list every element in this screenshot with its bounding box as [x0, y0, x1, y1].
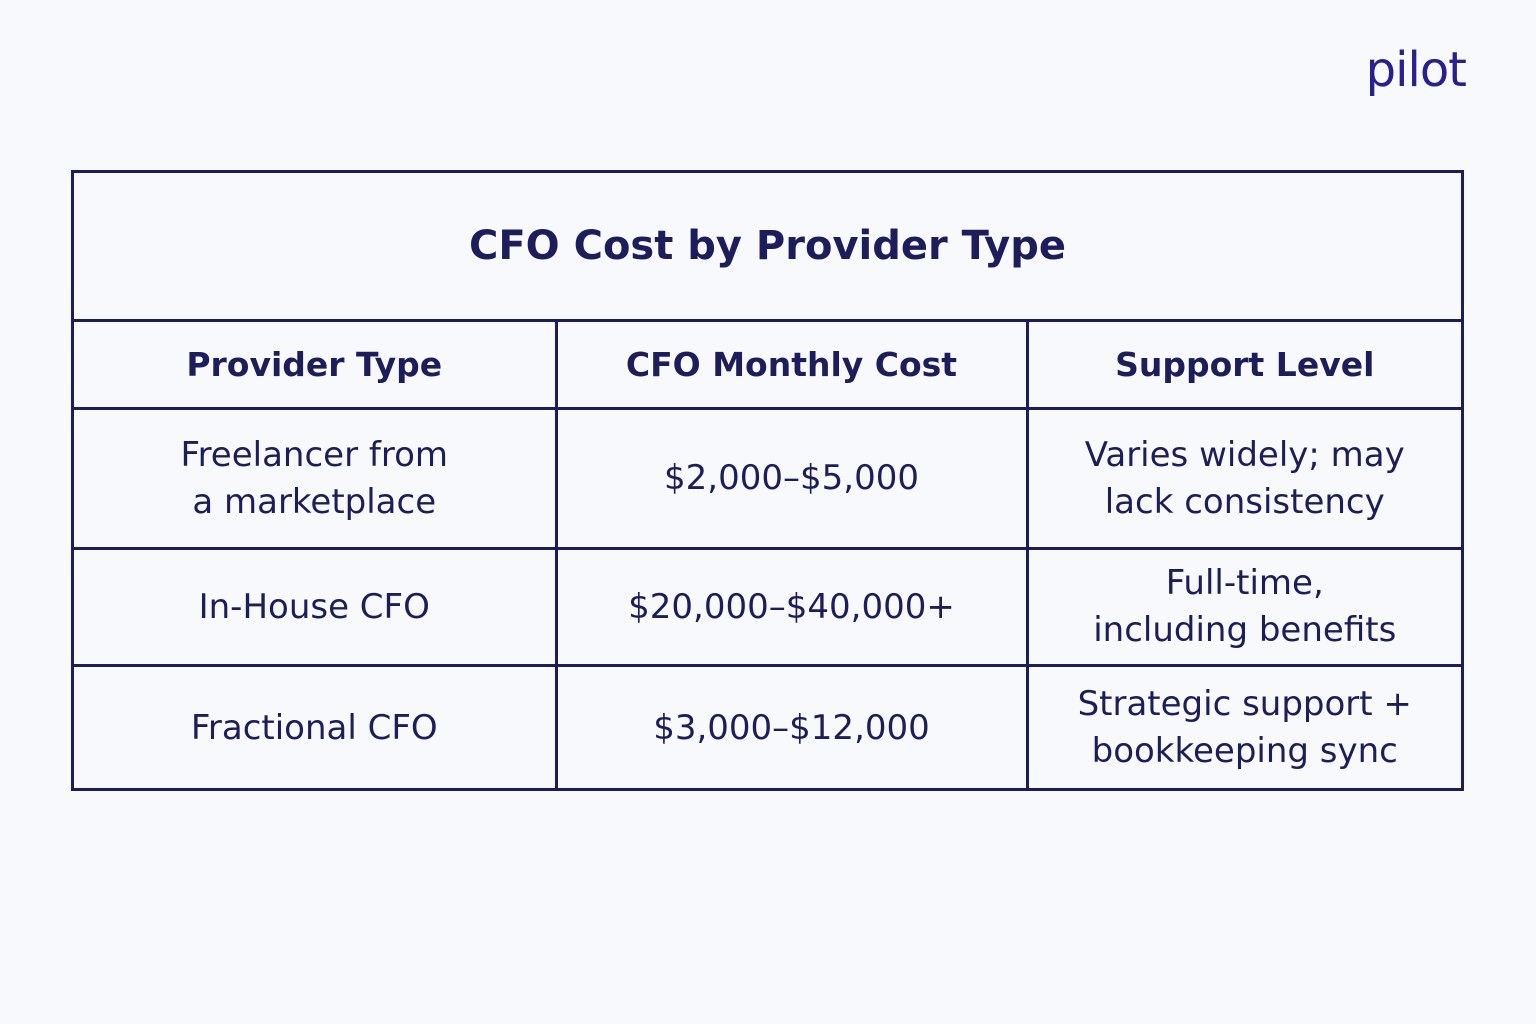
cell-monthly-cost: $2,000–$5,000 [554, 407, 1029, 550]
column-header-support-level: Support Level [1025, 319, 1461, 410]
cell-monthly-cost: $20,000–$40,000+ [554, 547, 1029, 667]
cell-support-level: Strategic support + bookkeeping sync [1025, 664, 1461, 789]
cell-text: Strategic support + bookkeeping sync [1077, 684, 1412, 771]
table-row: Fractional CFO $3,000–$12,000 Strategic … [74, 664, 1461, 789]
cfo-cost-table: CFO Cost by Provider Type Provider Type … [71, 170, 1464, 791]
cell-text: $3,000–$12,000 [653, 707, 930, 748]
column-header-monthly-cost: CFO Monthly Cost [554, 319, 1029, 410]
table-row: Freelancer from a marketplace $2,000–$5,… [74, 407, 1461, 550]
cell-text: $20,000–$40,000+ [628, 586, 955, 627]
cell-monthly-cost: $3,000–$12,000 [554, 664, 1029, 789]
cell-text: Varies widely; may lack consistency [1084, 434, 1405, 522]
cell-text: $2,000–$5,000 [664, 458, 919, 499]
cell-text: Fractional CFO [190, 707, 438, 748]
table-title-row: CFO Cost by Provider Type [74, 173, 1461, 322]
cell-support-level: Full-time, including benefits [1025, 547, 1461, 667]
cell-text: Freelancer from a marketplace [180, 434, 448, 522]
table-title: CFO Cost by Provider Type [74, 173, 1461, 322]
table-row: In-House CFO $20,000–$40,000+ Full-time,… [74, 547, 1461, 667]
cell-provider-type: Fractional CFO [74, 664, 558, 789]
cell-support-level: Varies widely; may lack consistency [1025, 407, 1461, 550]
pilot-logo: pilot [1365, 42, 1467, 98]
cell-provider-type: In-House CFO [74, 547, 558, 667]
cell-provider-type: Freelancer from a marketplace [74, 407, 558, 550]
table-header-row: Provider Type CFO Monthly Cost Support L… [74, 319, 1461, 410]
column-header-provider-type: Provider Type [74, 319, 558, 410]
cell-text: In-House CFO [198, 586, 430, 627]
cell-text: Full-time, including benefits [1093, 563, 1397, 650]
